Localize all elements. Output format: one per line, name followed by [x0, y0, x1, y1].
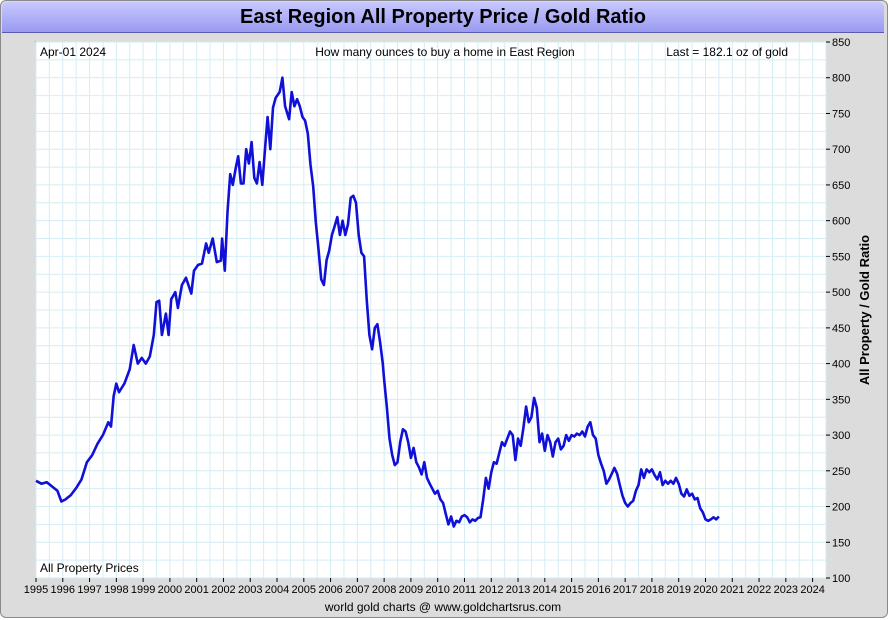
- x-tick-label: 2015: [559, 584, 583, 596]
- y-axis-label: All Property / Gold Ratio: [857, 235, 872, 385]
- y-tick-label: 600: [832, 216, 850, 228]
- x-tick-label: 2017: [613, 584, 637, 596]
- x-tick-label: 2006: [318, 584, 342, 596]
- x-tick-label: 2022: [747, 584, 771, 596]
- y-axis-ticks: 100 150 200 250 300 350 400 450 500 550 600 650 700 7…: [826, 37, 850, 585]
- y-tick-label: 800: [832, 73, 850, 85]
- series-label: All Property Prices: [40, 561, 139, 575]
- x-tick-label: 2024: [800, 584, 824, 596]
- x-tick-label: 1996: [51, 584, 75, 596]
- y-tick-label: 850: [832, 37, 850, 49]
- x-tick-label: 1997: [77, 584, 101, 596]
- x-tick-label: 2014: [533, 584, 557, 596]
- x-tick-label: 2008: [372, 584, 396, 596]
- gridlines: [35, 41, 827, 579]
- series-line: [35, 76, 720, 528]
- chart-title: East Region All Property Price / Gold Ra…: [2, 2, 884, 33]
- y-tick-label: 650: [832, 180, 850, 192]
- x-tick-label: 2019: [666, 584, 690, 596]
- x-axis-ticks: 1995 1996 1997 1998 1999 2000 2001 2002 2003 2004…: [24, 578, 825, 596]
- y-tick-label: 750: [832, 108, 850, 120]
- y-tick-label: 300: [832, 430, 850, 442]
- x-tick-label: 2009: [399, 584, 423, 596]
- x-tick-label: 2005: [292, 584, 316, 596]
- y-tick-label: 450: [832, 323, 850, 335]
- x-tick-label: 2016: [586, 584, 610, 596]
- chart-subtitle: How many ounces to buy a home in East Re…: [315, 45, 574, 59]
- y-tick-label: 350: [832, 394, 850, 406]
- x-tick-label: 2021: [720, 584, 744, 596]
- y-tick-label: 100: [832, 573, 850, 585]
- x-tick-label: 2004: [265, 584, 289, 596]
- x-tick-label: 2003: [238, 584, 262, 596]
- x-tick-label: 2011: [453, 584, 477, 596]
- x-tick-label: 1999: [131, 584, 155, 596]
- x-tick-label: 2000: [158, 584, 182, 596]
- y-tick-label: 550: [832, 251, 850, 263]
- x-tick-label: 2023: [774, 584, 798, 596]
- y-tick-label: 200: [832, 502, 850, 514]
- y-tick-label: 400: [832, 359, 850, 371]
- x-tick-label: 2007: [345, 584, 369, 596]
- x-tick-label: 2020: [693, 584, 717, 596]
- x-tick-label: 2013: [506, 584, 530, 596]
- date-label: Apr-01 2024: [40, 45, 106, 59]
- x-tick-label: 2001: [184, 584, 208, 596]
- x-tick-label: 1995: [24, 584, 48, 596]
- y-tick-label: 500: [832, 287, 850, 299]
- x-tick-label: 2002: [211, 584, 235, 596]
- y-tick-label: 150: [832, 537, 850, 549]
- y-tick-label: 700: [832, 144, 850, 156]
- x-tick-label: 1998: [104, 584, 128, 596]
- y-tick-label: 250: [832, 466, 850, 478]
- x-tick-label: 2010: [425, 584, 449, 596]
- source-footer: world gold charts @ www.goldchartsrus.co…: [324, 600, 562, 614]
- x-tick-label: 2012: [479, 584, 503, 596]
- last-value-label: Last = 182.1 oz of gold: [666, 45, 788, 59]
- x-tick-label: 2018: [640, 584, 664, 596]
